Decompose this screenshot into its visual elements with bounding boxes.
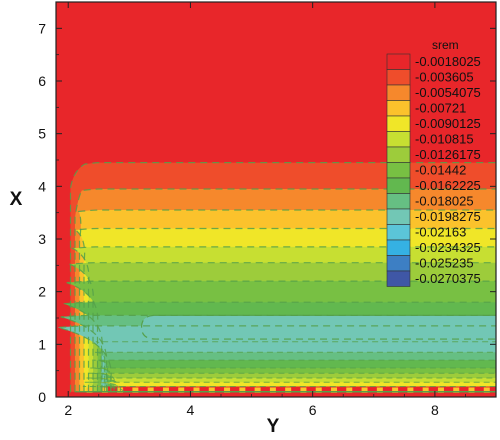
legend-label: -0.018025 bbox=[415, 194, 474, 209]
legend-swatch bbox=[387, 209, 410, 225]
y-tick-label: 7 bbox=[38, 20, 46, 36]
x-tick-label: 2 bbox=[64, 402, 72, 418]
y-tick-label: 0 bbox=[38, 389, 46, 405]
legend-swatch bbox=[387, 116, 410, 132]
legend-label: -0.01442 bbox=[415, 163, 466, 178]
legend-label: -0.0054075 bbox=[415, 85, 481, 100]
legend-label: -0.003605 bbox=[415, 70, 474, 85]
legend-label: -0.0126175 bbox=[415, 147, 481, 162]
legend-label: -0.00721 bbox=[415, 101, 466, 116]
legend-swatch bbox=[387, 70, 410, 86]
legend-label: -0.02163 bbox=[415, 225, 466, 240]
legend-label: -0.010815 bbox=[415, 132, 474, 147]
legend-label: -0.0018025 bbox=[415, 54, 481, 69]
y-tick-label: 5 bbox=[38, 126, 46, 142]
legend-swatch bbox=[387, 271, 410, 287]
legend-label: -0.0090125 bbox=[415, 116, 481, 131]
legend-label: -0.025235 bbox=[415, 256, 474, 271]
legend-swatch bbox=[387, 85, 410, 101]
x-tick-label: 4 bbox=[187, 402, 195, 418]
legend-label: -0.0270375 bbox=[415, 271, 481, 286]
y-tick-label: 2 bbox=[38, 284, 46, 300]
y-axis-label: X bbox=[10, 189, 23, 210]
legend-swatch bbox=[387, 163, 410, 179]
y-tick-label: 3 bbox=[38, 231, 46, 247]
x-tick-label: 8 bbox=[431, 402, 439, 418]
y-tick-label: 6 bbox=[38, 73, 46, 89]
x-tick-label: 6 bbox=[309, 402, 317, 418]
legend-swatch bbox=[387, 101, 410, 117]
legend-swatch bbox=[387, 256, 410, 272]
legend-swatch bbox=[387, 132, 410, 148]
legend-swatch bbox=[387, 194, 410, 210]
legend-swatch bbox=[387, 240, 410, 256]
legend-swatch bbox=[387, 54, 410, 70]
legend-title: srem bbox=[432, 38, 459, 52]
legend-swatch bbox=[387, 147, 410, 163]
legend-label: -0.0234325 bbox=[415, 240, 481, 255]
y-tick-label: 1 bbox=[38, 336, 46, 352]
legend-swatch bbox=[387, 225, 410, 241]
legend-swatch bbox=[387, 178, 410, 194]
y-tick-label: 4 bbox=[38, 178, 46, 194]
contour-band-plateau bbox=[142, 315, 500, 339]
x-axis-label: Y bbox=[267, 416, 280, 435]
legend-label: -0.0198275 bbox=[415, 209, 481, 224]
legend-label: -0.0162225 bbox=[415, 178, 481, 193]
